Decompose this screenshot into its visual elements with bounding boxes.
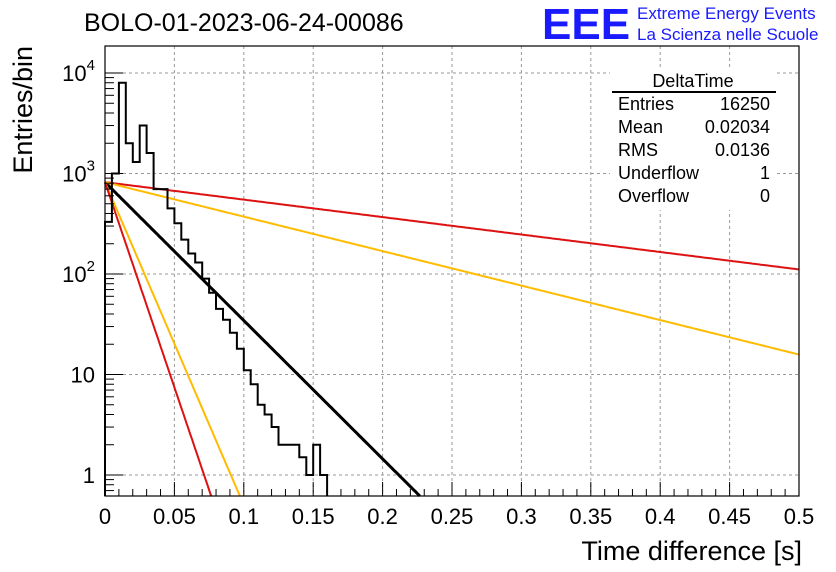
chart-title: BOLO-01-2023-06-24-00086	[84, 9, 404, 37]
stats-row-label: Mean	[618, 117, 663, 137]
fit-curve	[104, 181, 800, 271]
stats-row-value: 16250	[720, 94, 770, 114]
y-tick-label: 103	[62, 158, 95, 187]
eee-logo-line2: La Scienza nelle Scuole	[637, 25, 818, 44]
x-tick-label: 0.3	[506, 504, 537, 529]
x-tick-label: 0.4	[645, 504, 676, 529]
histogram-outline	[104, 81, 329, 496]
y-tick-label: 1	[83, 463, 95, 488]
fit-curve	[104, 181, 241, 497]
y-tick-label: 104	[62, 57, 95, 86]
x-tick-label: 0.15	[292, 504, 335, 529]
x-tick-labels: 0 0.05 0.1 0.15 0.2 0.25 0.3 0.35 0.4 0.45 0.5	[99, 504, 814, 529]
y-axis-title: Entries/bin	[8, 46, 38, 174]
x-tick-label: 0.2	[367, 504, 398, 529]
x-tick-label: 0.5	[784, 504, 815, 529]
stats-rows: Entries 16250 Mean 0.02034 RMS 0.0136 Underflo…	[618, 94, 770, 206]
stats-row-label: Entries	[618, 94, 674, 114]
fit-curve	[104, 181, 213, 497]
stats-row-value: 0.02034	[705, 117, 770, 137]
x-tick-label: 0.45	[708, 504, 751, 529]
fit-curves	[103, 181, 800, 498]
fit-curve	[103, 181, 421, 498]
x-axis-title: Time difference [s]	[581, 536, 802, 566]
stats-row-label: Overflow	[618, 186, 690, 206]
x-tick-label: 0.25	[431, 504, 474, 529]
axis-ticks	[104, 72, 800, 496]
x-tick-label: 0.35	[569, 504, 612, 529]
y-tick-label: 10	[71, 363, 95, 388]
stats-row-value: 1	[760, 163, 770, 183]
y-tick-label: 102	[62, 258, 95, 287]
eee-logo-mark: EEE	[542, 0, 630, 49]
stats-row-value: 0.0136	[715, 140, 770, 160]
stats-box-background	[610, 70, 776, 210]
fit-curve	[104, 181, 800, 356]
stats-title: DeltaTime	[652, 71, 733, 91]
stats-box: DeltaTime Entries 16250 Mean 0.02034 RMS 0.01…	[610, 70, 776, 210]
y-tick-labels: 1 10 102 103 104	[62, 57, 95, 488]
eee-logo-line1: Extreme Energy Events	[637, 4, 816, 23]
x-tick-label: 0.05	[153, 504, 196, 529]
stats-row-label: RMS	[618, 140, 658, 160]
eee-logo: EEE Extreme Energy Events La Scienza nel…	[542, 0, 818, 49]
x-tick-label: 0.1	[229, 504, 260, 529]
stats-row-label: Underflow	[618, 163, 700, 183]
histogram	[104, 81, 329, 496]
stats-row-value: 0	[760, 186, 770, 206]
x-tick-label: 0	[99, 504, 111, 529]
